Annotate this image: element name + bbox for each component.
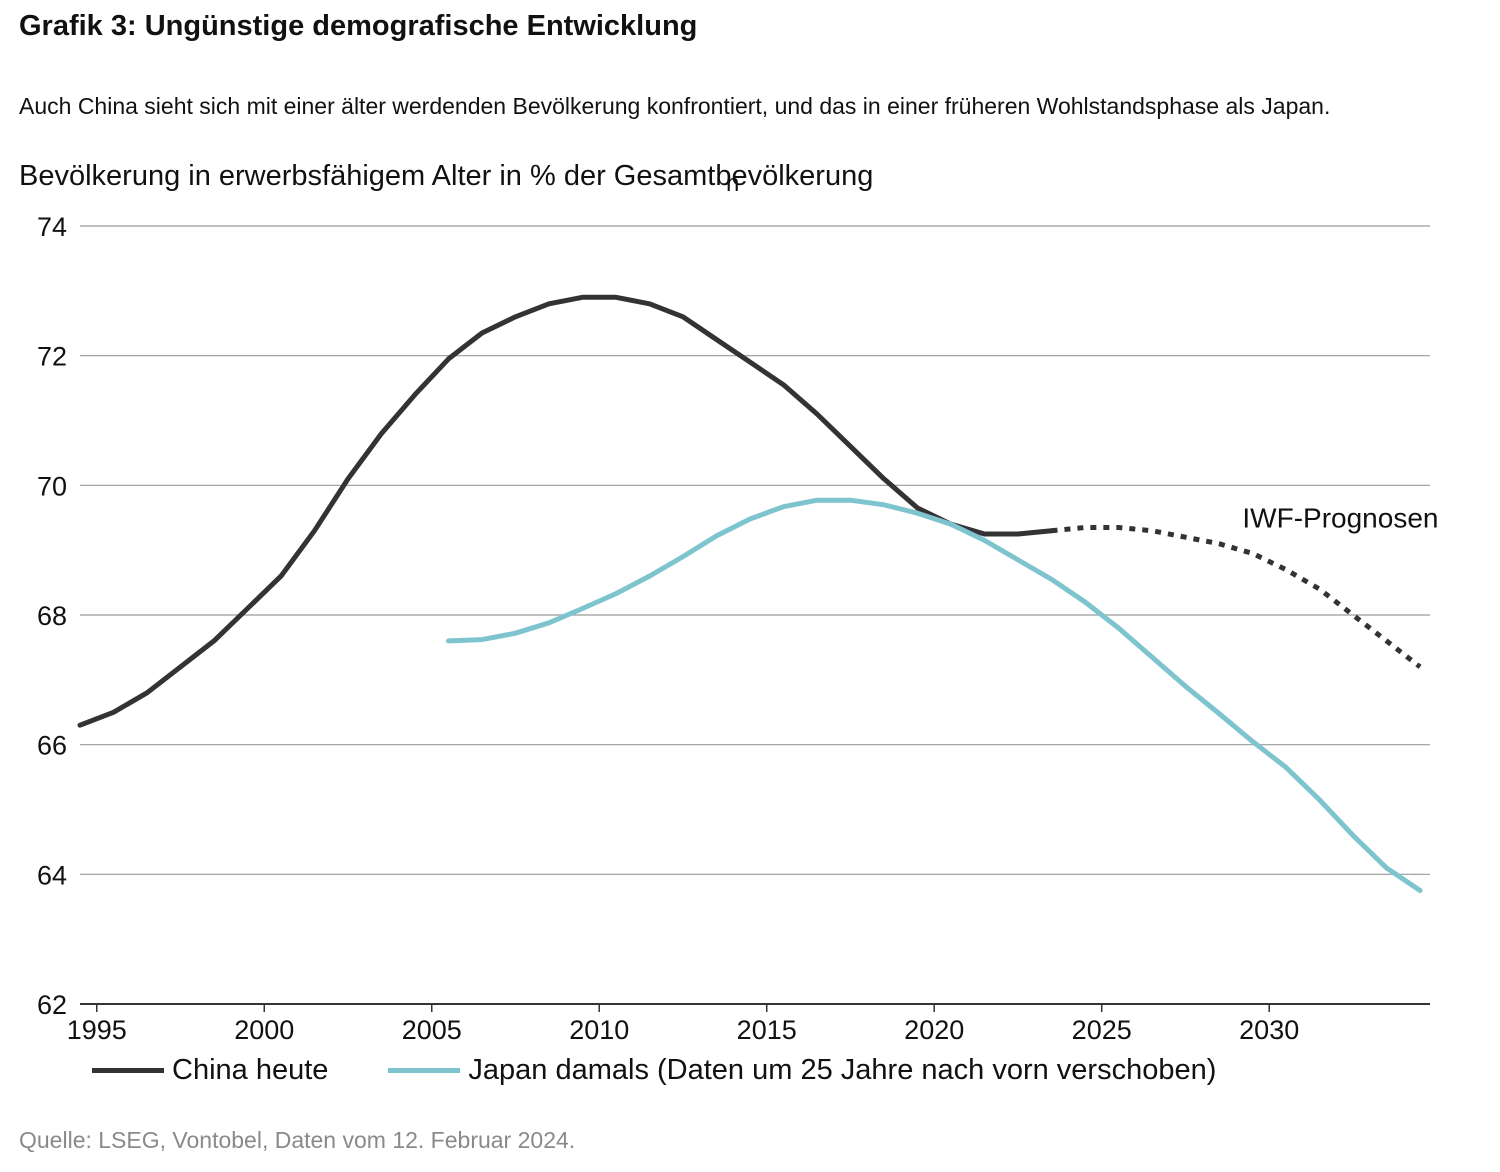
y-tick-68: 68 [37, 601, 67, 631]
series-line-iwf-prognosen-1 [1051, 525, 1422, 669]
x-tick-2020: 2020 [904, 1015, 964, 1045]
annotation-iwf-prognosen: IWF-Prognosen [1242, 502, 1438, 533]
x-tick-2030: 2030 [1239, 1015, 1299, 1045]
y-tick-74: 74 [37, 212, 67, 242]
source-note: Quelle: LSEG, Vontobel, Daten vom 12. Fe… [19, 1127, 576, 1153]
y-tick-66: 66 [37, 731, 67, 761]
y-tick-labels: 62 64 66 68 70 72 74 [37, 212, 67, 1020]
legend-item-japan: Japan damals (Daten um 25 Jahre nach vor… [388, 1054, 1216, 1087]
series-line-china-0 [77, 294, 1054, 728]
series-lines [77, 294, 1423, 893]
x-tick-2025: 2025 [1072, 1015, 1132, 1045]
x-tick-1995: 1995 [67, 1015, 127, 1045]
x-tick-2015: 2015 [737, 1015, 797, 1045]
y-tick-70: 70 [37, 471, 67, 501]
x-tick-2005: 2005 [402, 1015, 462, 1045]
y-axis-label-fragment: n [726, 170, 740, 197]
y-tick-72: 72 [37, 342, 67, 372]
x-tick-labels: 1995 2000 2005 2010 2015 2020 2025 2030 [67, 1004, 1299, 1045]
legend-swatch-japan [388, 1068, 461, 1073]
x-tick-2000: 2000 [234, 1015, 294, 1045]
y-tick-64: 64 [37, 860, 67, 890]
chart-subtitle: Auch China sieht sich mit einer älter we… [19, 93, 1331, 119]
legend-item-china: China heute [92, 1054, 328, 1087]
series-line-japan-2 [446, 497, 1423, 893]
y-tick-62: 62 [37, 990, 67, 1020]
y-axis-label: Bevölkerung in erwerbsfähigem Alter in %… [19, 160, 874, 192]
chart-title: Grafik 3: Ungünstige demografische Entwi… [19, 10, 698, 42]
grid-lines [80, 225, 1430, 1005]
legend: China heute Japan damals (Daten um 25 Ja… [92, 1054, 1276, 1087]
legend-label-japan: Japan damals (Daten um 25 Jahre nach vor… [468, 1054, 1217, 1086]
legend-swatch-china [92, 1068, 164, 1073]
x-tick-2010: 2010 [569, 1015, 629, 1045]
annotations: IWF-Prognosen [1242, 502, 1438, 533]
legend-label-china: China heute [172, 1054, 329, 1086]
